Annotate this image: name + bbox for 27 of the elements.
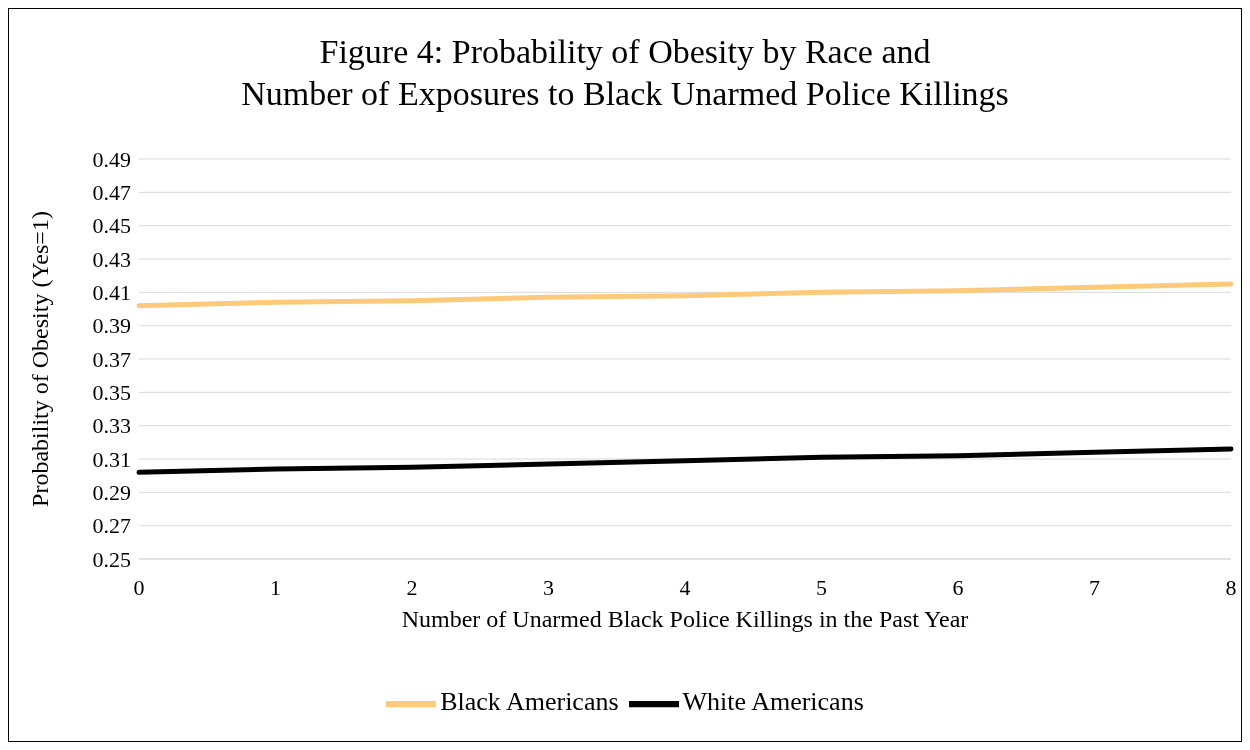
x-tick-label: 3 (543, 574, 554, 600)
y-tick-label: 0.37 (92, 346, 131, 372)
x-tick-label: 8 (1225, 574, 1237, 600)
legend-label: Black Americans (440, 686, 619, 716)
x-tick-label: 2 (406, 574, 418, 600)
y-tick-label: 0.27 (92, 513, 131, 539)
y-tick-label: 0.25 (92, 546, 131, 572)
y-tick-label: 0.33 (92, 413, 131, 439)
y-tick-label: 0.39 (92, 313, 131, 339)
legend-label: White Americans (682, 686, 864, 716)
y-tick-label: 0.41 (92, 280, 131, 306)
x-tick-label: 6 (952, 574, 964, 600)
x-tick-label: 1 (270, 574, 281, 600)
y-tick-label: 0.35 (92, 380, 131, 406)
y-tick-label: 0.49 (92, 146, 131, 172)
y-tick-label: 0.31 (92, 446, 131, 472)
y-axis-title: Probability of Obesity (Yes=1) (26, 211, 53, 507)
y-tick-label: 0.43 (92, 246, 131, 272)
x-tick-label: 5 (816, 574, 827, 600)
y-tick-label: 0.47 (92, 180, 131, 206)
x-tick-label: 4 (679, 574, 691, 600)
y-tick-label: 0.45 (92, 213, 131, 239)
x-axis-title: Number of Unarmed Black Police Killings in the Past Year (401, 606, 969, 632)
x-tick-label: 0 (133, 574, 145, 600)
y-tick-label: 0.29 (92, 480, 131, 506)
x-tick-label: 7 (1089, 574, 1100, 600)
chart-title: Figure 4: Probability of Obesity by Race and Number of Exposures to Black Unarmed Police Killings (240, 32, 1010, 114)
